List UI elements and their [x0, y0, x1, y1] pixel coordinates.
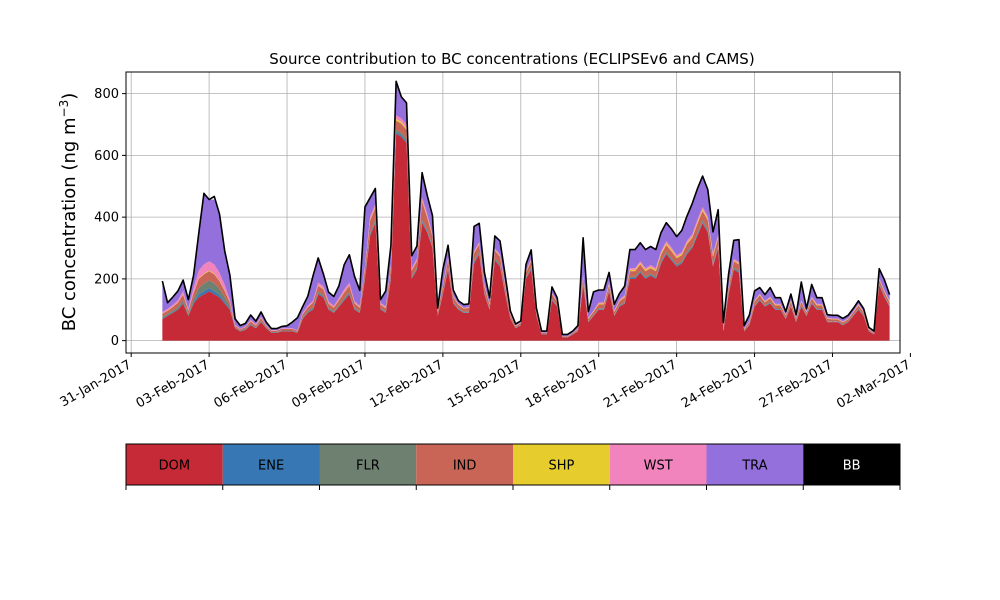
x-tick-label: 24-Feb-2017 — [679, 357, 758, 411]
legend-label-bb: BB — [843, 459, 861, 474]
legend-label-tra: TRA — [741, 459, 767, 474]
plot-frame — [125, 71, 901, 354]
x-tick-label: 09-Feb-2017 — [289, 357, 368, 411]
y-axis-label-exponent: −3 — [57, 100, 71, 118]
legend-label-wst: WST — [644, 459, 673, 474]
y-axis-label-close: ) — [59, 93, 80, 100]
legend-swatch-ind — [416, 444, 513, 485]
y-tick-label: 600 — [94, 149, 119, 164]
legend-swatch-dom — [126, 444, 223, 485]
x-tick-label: 12-Feb-2017 — [367, 357, 446, 411]
chart-title: Source contribution to BC concentrations… — [269, 50, 754, 68]
x-tick-label: 03-Feb-2017 — [134, 357, 213, 411]
x-tick-label: 21-Feb-2017 — [601, 357, 680, 411]
legend-swatch-wst — [609, 444, 707, 485]
y-tick-label: 400 — [94, 211, 119, 226]
y-axis-label-main: BC concentration (ng m — [59, 117, 80, 331]
legend-swatch-bb — [803, 444, 900, 485]
y-tick-label: 800 — [94, 87, 119, 102]
x-tick-label: 18-Feb-2017 — [523, 357, 602, 411]
x-axis: 31-Jan-2017 03-Feb-2017 06-Feb-2017 09-Feb-… — [58, 353, 913, 412]
x-tick-label: 27-Feb-2017 — [757, 357, 836, 411]
y-tick-label: 200 — [94, 272, 119, 287]
x-tick-label: 02-Mar-2017 — [834, 357, 913, 411]
area-dom — [162, 133, 890, 341]
legend-swatch-flr — [319, 444, 417, 485]
legend-label-shp: SHP — [548, 459, 574, 474]
legend-swatch-shp — [513, 444, 610, 485]
area-tra — [162, 81, 890, 337]
legend-swatch-tra — [706, 444, 804, 485]
y-axis-label: BC concentration (ng m−3) — [57, 93, 80, 332]
y-tick-label: 0 — [111, 334, 119, 349]
x-tick-label: 06-Feb-2017 — [211, 357, 290, 411]
y-axis: 0 200 400 600 800 — [94, 87, 126, 349]
legend-label-ind: IND — [453, 459, 477, 474]
total-outline — [161, 80, 891, 336]
legend-label-flr: FLR — [356, 459, 380, 474]
x-tick-label: 31-Jan-2017 — [58, 357, 135, 410]
legend-label-ene: ENE — [258, 459, 284, 474]
legend-swatch-ene — [222, 444, 320, 485]
stacked-areas — [162, 81, 890, 341]
legend-colorbar: DOM ENE FLR IND SHP WST TRA BB — [125, 443, 901, 490]
legend-label-dom: DOM — [159, 459, 190, 474]
total-line — [161, 80, 891, 336]
x-tick-label: 15-Feb-2017 — [445, 357, 524, 411]
